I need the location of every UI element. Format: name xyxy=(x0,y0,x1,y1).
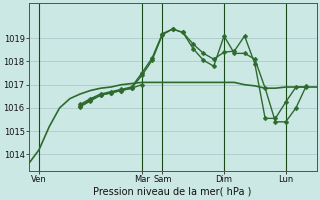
X-axis label: Pression niveau de la mer( hPa ): Pression niveau de la mer( hPa ) xyxy=(93,187,252,197)
